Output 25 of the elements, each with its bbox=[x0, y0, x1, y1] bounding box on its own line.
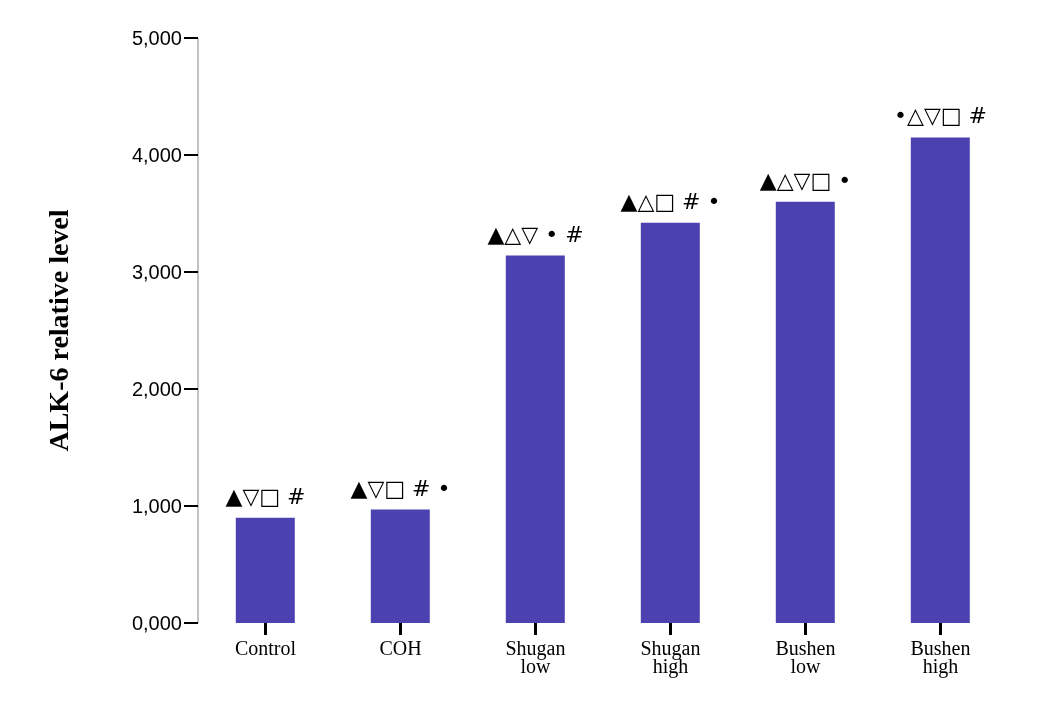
bar bbox=[910, 137, 970, 623]
annotation: ▲△▽□ • bbox=[759, 167, 852, 193]
y-axis-title: ALK-6 relative level bbox=[42, 209, 74, 452]
bar bbox=[235, 517, 295, 623]
bar bbox=[775, 201, 835, 623]
annotation: ▲△▽ • # bbox=[487, 221, 584, 247]
x-tick-label: Shugan low bbox=[505, 637, 566, 677]
x-tick-label: Shugan high bbox=[640, 637, 701, 678]
annotation: ▲▽□ # • bbox=[350, 475, 451, 501]
bar bbox=[370, 509, 430, 623]
y-tick-label: 1,000 bbox=[131, 495, 182, 518]
bar bbox=[505, 255, 565, 623]
x-tick-label: Control bbox=[234, 637, 297, 659]
y-tick-label: 0,000 bbox=[131, 612, 182, 635]
annotation: ▲△□ # • bbox=[620, 188, 721, 214]
bar bbox=[640, 222, 700, 623]
annotation: ▲▽□ # bbox=[225, 483, 306, 509]
y-tick-label: 3,000 bbox=[131, 261, 182, 284]
x-tick-label: Bushen high bbox=[910, 637, 971, 678]
annotation: •△▽□ # bbox=[893, 103, 988, 129]
y-tick-label: 5,000 bbox=[131, 27, 182, 50]
x-tick-label: COH bbox=[379, 637, 422, 659]
x-tick-label: Bushen low bbox=[775, 637, 836, 677]
y-tick-label: 2,000 bbox=[131, 378, 182, 401]
y-tick-label: 4,000 bbox=[131, 144, 182, 167]
